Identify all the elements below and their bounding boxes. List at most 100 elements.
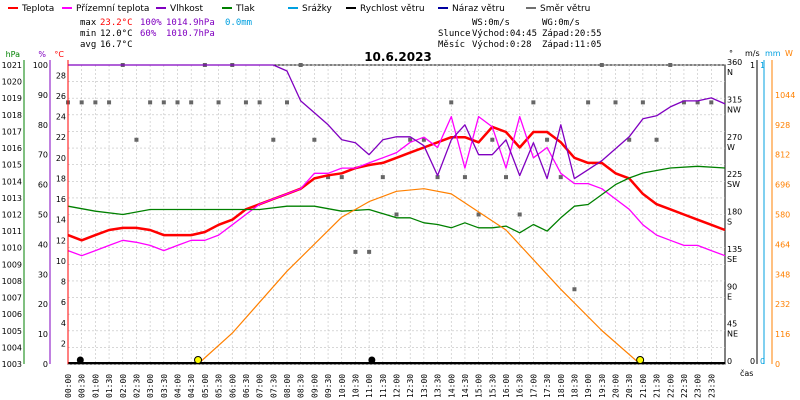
x-tick-label: 11:00 <box>365 374 374 398</box>
pressure-tick-label: 1021 <box>2 61 22 70</box>
wind-direction-point <box>257 100 262 105</box>
direction-tick-label: 180 <box>727 208 742 217</box>
x-tick-label: 14:30 <box>461 374 470 398</box>
x-tick-label: 13:00 <box>420 374 429 398</box>
stats-min-hum: 60% <box>140 29 157 39</box>
direction-tick-label: NE <box>727 330 738 339</box>
series-line <box>197 188 641 365</box>
moon-rise: Východ:0:28 <box>472 40 532 50</box>
pressure-tick-label: 1011 <box>2 227 22 236</box>
temperature-tick-label: 16 <box>56 195 66 204</box>
wind-direction-point <box>709 100 714 105</box>
x-tick-label: 19:00 <box>584 374 593 398</box>
humidity-tick-label: 80 <box>38 121 48 130</box>
temperature-unit-label: °C <box>54 50 64 59</box>
stats-max-temp: 23.2°C <box>100 18 133 28</box>
solar-tick-label: 116 <box>775 330 790 339</box>
wind-direction-point <box>640 100 645 105</box>
x-tick-label: 11:30 <box>379 374 388 398</box>
x-tick-label: 00:00 <box>64 374 73 398</box>
wind-direction-point <box>353 249 358 254</box>
wind-direction-point <box>668 63 673 67</box>
humidity-tick-label: 30 <box>38 270 48 279</box>
legend-item: Směr větru <box>526 4 590 14</box>
moon-label: Měsíc <box>438 40 465 50</box>
solar-tick-label: 1044 <box>775 91 795 100</box>
humidity-tick-label: 50 <box>38 211 48 220</box>
humidity-tick-label: 20 <box>38 300 48 309</box>
wind-direction-point <box>312 137 317 142</box>
wind-direction-point <box>175 100 180 105</box>
legend-item: Tlak <box>222 4 256 14</box>
x-tick-label: 18:30 <box>570 374 579 398</box>
wind-direction-point <box>545 137 550 142</box>
stats-min-press: 1010.7hPa <box>166 29 215 39</box>
moon-marker <box>76 356 84 364</box>
series-line <box>67 115 726 257</box>
x-tick-label: 12:30 <box>406 374 415 398</box>
solar-tick-label: 696 <box>775 181 790 190</box>
pressure-tick-label: 1005 <box>2 327 22 336</box>
legend: Teplota Přízemní teplota Vlhkost Tlak Srážky… <box>8 4 590 14</box>
wind-direction-point <box>216 100 221 105</box>
x-tick-label: 15:00 <box>475 374 484 398</box>
humidity-tick-label: 0 <box>43 360 48 369</box>
x-tick-label: 17:30 <box>543 374 552 398</box>
x-tick-label: 21:30 <box>653 374 662 398</box>
x-tick-label: 22:30 <box>680 374 689 398</box>
x-tick-label: 08:30 <box>297 374 306 398</box>
legend-item: Teplota <box>8 4 54 14</box>
x-tick-label: 20:00 <box>612 374 621 398</box>
pressure-tick-label: 1010 <box>2 244 22 253</box>
direction-tick-label: 0 <box>727 357 732 366</box>
temperature-tick-label: 14 <box>56 216 66 225</box>
series-line <box>67 125 726 242</box>
legend-label: Přízemní teplota <box>76 4 149 14</box>
legend-label: Náraz větru <box>452 4 505 14</box>
x-tick-label: 19:30 <box>598 374 607 398</box>
direction-tick-label: E <box>727 292 732 301</box>
x-tick-label: 22:00 <box>666 374 675 398</box>
x-tick-label: 12:00 <box>393 374 402 398</box>
wind-direction-point <box>408 137 413 142</box>
direction-tick-label: 90 <box>727 282 737 291</box>
stats-max-hum: 100% <box>140 18 162 28</box>
wind-direction-point <box>572 287 577 292</box>
wind-direction-point <box>627 137 632 142</box>
wind-direction-point <box>380 175 385 180</box>
direction-tick-label: N <box>727 68 733 77</box>
pressure-tick-label: 1018 <box>2 111 22 120</box>
pressure-unit-label: hPa <box>6 50 21 59</box>
temperature-tick-label: 22 <box>56 133 66 142</box>
wind-direction-point <box>339 175 344 180</box>
wind-direction-point <box>107 100 112 105</box>
x-tick-label: 08:00 <box>283 374 292 398</box>
temperature-tick-label: 12 <box>56 236 66 245</box>
wind-direction-point <box>421 137 426 142</box>
x-tick-label: 06:00 <box>228 374 237 398</box>
pressure-tick-label: 1020 <box>2 78 22 87</box>
stats-max-label: max <box>80 18 97 28</box>
chart-title: 10.6.2023 <box>364 50 432 64</box>
pressure-tick-label: 1012 <box>2 211 22 220</box>
wind-direction-point <box>599 63 604 67</box>
humidity-unit-label: % <box>38 50 46 59</box>
wind-direction-point <box>517 212 522 217</box>
moon-marker <box>368 356 376 364</box>
wind-direction-point <box>586 100 591 105</box>
x-tick-label: 07:00 <box>256 374 265 398</box>
direction-unit-label: ° <box>729 49 733 58</box>
wind-tick-label: 1 <box>750 61 755 70</box>
x-tick-label: 16:30 <box>516 374 525 398</box>
series-line <box>67 165 726 234</box>
direction-tick-label: 135 <box>727 245 742 254</box>
legend-label: Rychlost větru <box>360 4 425 14</box>
series-layer <box>66 63 726 365</box>
solar-tick-label: 348 <box>775 270 790 279</box>
x-tick-label: 10:30 <box>351 374 360 398</box>
direction-tick-label: S <box>727 218 732 227</box>
x-tick-label: 02:30 <box>132 374 141 398</box>
legend-item: Srážky <box>288 4 333 14</box>
legend-label: Teplota <box>21 4 54 14</box>
